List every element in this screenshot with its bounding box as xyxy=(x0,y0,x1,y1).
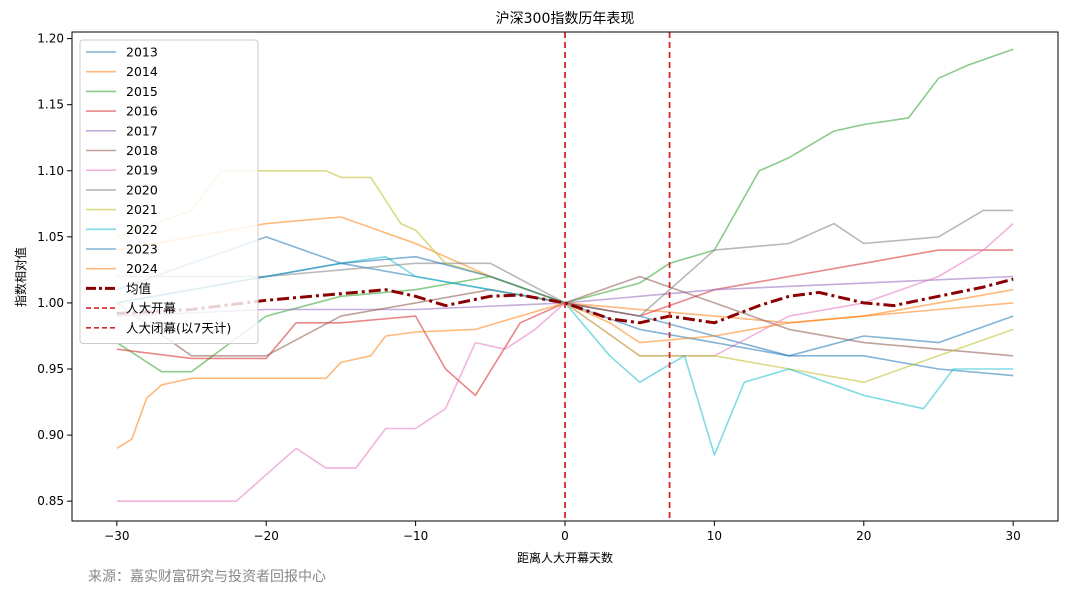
legend-label: 均值 xyxy=(126,281,151,296)
legend-label: 2014 xyxy=(126,64,158,79)
legend-label: 2013 xyxy=(126,45,158,60)
x-tick-label: 0 xyxy=(561,529,569,543)
source-note: 来源：嘉实财富研究与投资者回报中心 xyxy=(88,569,326,585)
x-tick-label: −30 xyxy=(104,529,129,543)
y-tick-label: 1.20 xyxy=(37,32,64,46)
series-line-2016 xyxy=(116,249,1014,397)
series-line-2020 xyxy=(116,209,1014,317)
x-axis-label: 距离人大开幕天数 xyxy=(517,550,613,565)
legend-label: 2021 xyxy=(126,202,158,217)
legend-label: 2020 xyxy=(126,182,158,197)
legend-label: 2023 xyxy=(126,242,158,257)
legend-box xyxy=(79,39,259,344)
y-tick-label: 1.00 xyxy=(37,296,64,310)
chart-title: 沪深300指数历年表现 xyxy=(496,11,635,27)
series-line-2022 xyxy=(116,255,1014,456)
y-axis-label: 指数相对值 xyxy=(13,247,28,307)
axes: −30 −20 −10 0 10 20 30 0.85 0.90 0.95 1.00 1.05 1.10… xyxy=(37,32,1021,543)
legend-label: 2016 xyxy=(126,104,158,119)
y-tick-label: 0.90 xyxy=(37,428,64,442)
series-line-2021 xyxy=(116,170,1014,384)
legend-label: 2024 xyxy=(126,261,158,276)
series-line-2019 xyxy=(116,223,1014,503)
legend-label: 2015 xyxy=(126,84,158,99)
legend-label: 2017 xyxy=(126,123,158,138)
series-line-mean xyxy=(116,277,1014,325)
x-tick-label: −10 xyxy=(403,529,428,543)
legend-label: 2018 xyxy=(126,143,158,158)
y-tick-label: 0.85 xyxy=(37,494,64,508)
legend-label: 2022 xyxy=(126,222,158,237)
plot-area xyxy=(116,32,1014,521)
legend-label: 人大闭幕(以7天计) xyxy=(126,320,231,335)
y-tick-label: 0.95 xyxy=(37,362,64,376)
y-tick-label: 1.05 xyxy=(37,230,64,244)
y-tick-label: 1.15 xyxy=(37,98,64,112)
x-tick-label: 30 xyxy=(1006,529,1021,543)
legend-label: 2019 xyxy=(126,163,158,178)
legend-label: 人大开幕 xyxy=(126,301,177,316)
series-line-2024 xyxy=(116,302,1014,449)
legend: 2013 2014 2015 2016 2017 2018 2019 2020 2021 2022… xyxy=(79,39,259,344)
x-tick-label: −20 xyxy=(254,529,279,543)
y-tick-label: 1.10 xyxy=(37,164,64,178)
x-tick-label: 20 xyxy=(856,529,871,543)
x-tick-label: 10 xyxy=(707,529,722,543)
